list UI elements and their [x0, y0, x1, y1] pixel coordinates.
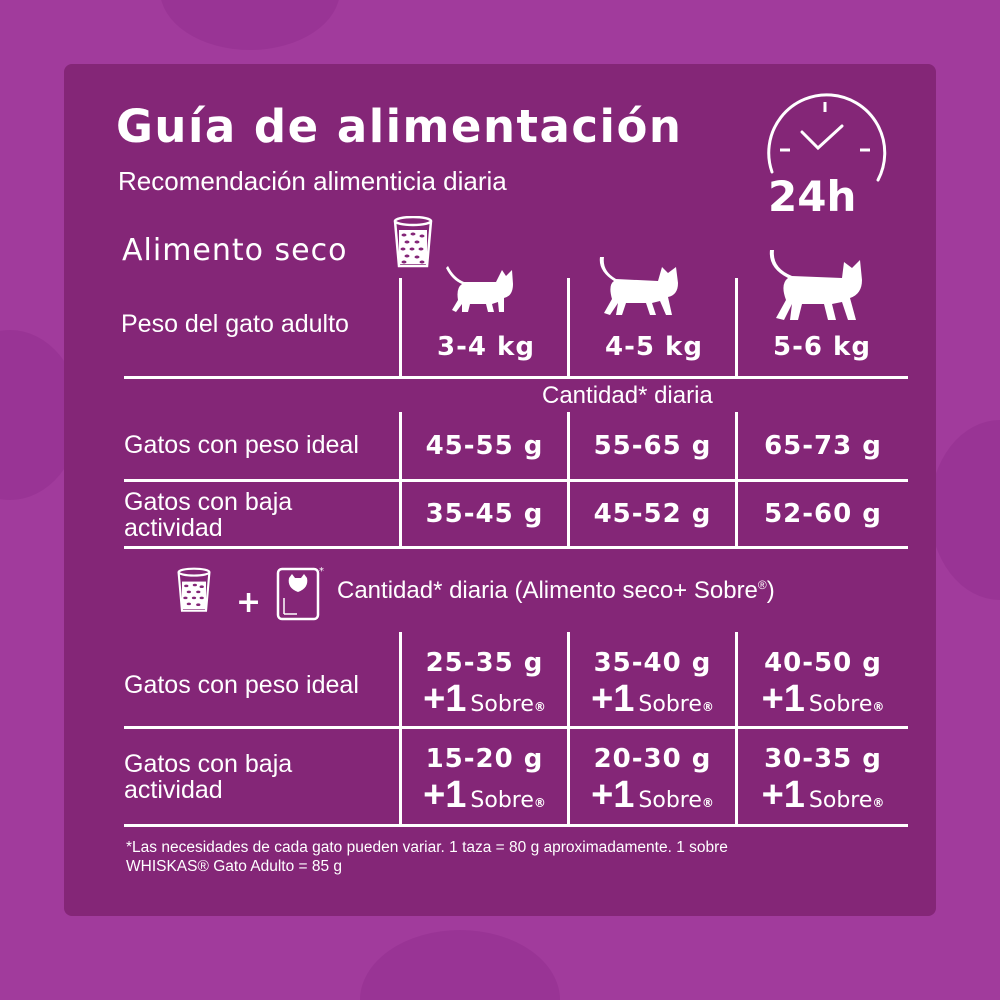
table-cell: 55-65 g	[593, 430, 712, 461]
clock-icon	[767, 93, 887, 182]
table-cell: 15-20 g +1 Sobre ®	[423, 744, 546, 816]
mixed-quantity-header: Cantidad* diaria (Alimento seco+ Sobre®)	[337, 577, 775, 604]
divider	[399, 278, 402, 377]
row-label-low-activity: Gatos con baja actividad	[124, 750, 293, 804]
24h-label: 24h	[768, 172, 857, 221]
footnote: *Las necesidades de cada gato pueden var…	[126, 839, 728, 875]
feeding-guide-panel	[64, 64, 936, 916]
divider	[124, 479, 908, 482]
page-subtitle: Recomendación alimenticia diaria	[118, 166, 507, 196]
table-cell: 65-73 g	[764, 430, 882, 461]
plus-icon: +	[236, 585, 262, 620]
weight-row-label: Peso del gato adulto	[121, 310, 349, 338]
table-cell: 52-60 g	[764, 499, 882, 529]
weight-5-6kg: 5-6 kg	[773, 332, 871, 362]
row-label-ideal-weight: Gatos con peso ideal	[124, 431, 359, 459]
weight-3-4kg: 3-4 kg	[437, 332, 535, 362]
background-blob	[160, 0, 340, 50]
table-cell: 45-52 g	[593, 499, 712, 529]
small-cat-icon	[446, 266, 513, 312]
row-label-ideal-weight: Gatos con peso ideal	[124, 671, 359, 699]
table-cell: 25-35 g +1 Sobre ®	[423, 648, 546, 720]
table-cell: 30-35 g +1 Sobre ®	[761, 744, 885, 816]
section-title-dry-food: Alimento seco	[122, 233, 348, 268]
divider	[124, 726, 908, 729]
table-cell: 35-45 g	[425, 499, 544, 529]
wet-food-pouch-icon: *	[276, 566, 324, 621]
divider	[567, 278, 570, 377]
row-label-low-activity: Gatos con baja actividad	[124, 488, 293, 542]
table-cell: 45-55 g	[425, 430, 544, 461]
weight-4-5kg: 4-5 kg	[605, 332, 703, 362]
large-cat-icon	[769, 250, 862, 320]
medium-cat-icon	[599, 257, 678, 315]
table-cell: 35-40 g +1 Sobre ®	[591, 648, 714, 720]
divider	[124, 376, 908, 379]
daily-quantity-header: Cantidad* diaria	[542, 382, 713, 409]
table-cell: 20-30 g +1 Sobre ®	[591, 744, 714, 816]
background-blob	[930, 420, 1000, 600]
divider	[124, 824, 908, 827]
dry-food-cup-icon	[393, 216, 433, 268]
background-blob	[360, 930, 560, 1000]
divider	[124, 546, 908, 549]
table-cell: 40-50 g +1 Sobre ®	[761, 648, 885, 720]
page-title: Guía de alimentación	[116, 100, 683, 153]
divider	[735, 278, 738, 377]
dry-food-cup-icon	[177, 567, 211, 612]
svg-text:*: *	[319, 566, 324, 577]
